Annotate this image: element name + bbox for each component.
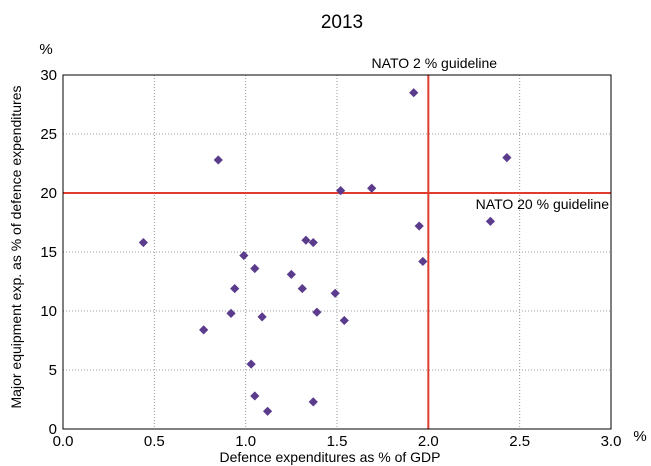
nato-2-percent-label: NATO 2 % guideline — [372, 55, 498, 71]
data-point — [312, 307, 322, 317]
data-point — [330, 288, 340, 298]
data-point — [301, 235, 311, 245]
x-tick-label: 0.0 — [53, 433, 74, 450]
data-point — [308, 237, 318, 248]
x-tick-label: 0.5 — [144, 433, 165, 450]
reference-lines: NATO 2 % guideline NATO 20 % guideline — [63, 55, 611, 429]
chart-title: 2013 — [321, 12, 363, 33]
data-point — [226, 308, 236, 318]
x-tick-label: 2.5 — [509, 433, 530, 450]
data-point — [257, 312, 267, 322]
data-point — [246, 359, 256, 369]
x-tick-label: 1.5 — [327, 433, 348, 450]
x-tick-label: 3.0 — [601, 433, 622, 450]
data-point — [409, 88, 419, 98]
data-point — [239, 250, 249, 261]
y-tick-label: 20 — [40, 185, 57, 202]
data-point — [418, 256, 428, 267]
data-point — [250, 263, 260, 274]
plot-frame — [62, 74, 612, 430]
data-point — [199, 325, 209, 335]
x-tick-label: 1.0 — [235, 433, 256, 450]
data-point — [213, 155, 223, 165]
data-point — [138, 237, 148, 248]
data-point — [502, 153, 512, 163]
data-point — [414, 221, 424, 231]
y-unit-label: % — [39, 41, 52, 58]
data-point — [250, 391, 260, 401]
data-point — [336, 186, 346, 196]
y-tick-label: 0 — [49, 421, 57, 438]
data-point — [262, 406, 273, 416]
data-point — [485, 216, 496, 226]
data-point — [286, 269, 296, 280]
y-axis-label: Major equipment exp. as % of defence exp… — [8, 86, 24, 409]
tick-layer: 0.0 0.5 1.0 1.5 2.0 2.5 3.0 0 5 10 15 20 25 30 — [40, 67, 621, 450]
x-tick-label: 2.0 — [418, 433, 439, 450]
data-point — [339, 315, 349, 326]
data-point — [308, 397, 318, 407]
y-tick-label: 10 — [40, 303, 57, 320]
grid-layer — [63, 75, 611, 429]
x-unit-label: % — [633, 428, 646, 445]
y-tick-label: 25 — [40, 126, 57, 143]
nato-20-percent-label: NATO 20 % guideline — [476, 196, 610, 212]
y-tick-label: 5 — [49, 362, 57, 379]
data-points — [138, 88, 512, 416]
x-axis-label: Defence expenditures as % of GDP — [219, 449, 440, 465]
data-point — [297, 283, 307, 294]
y-tick-label: 30 — [40, 67, 57, 84]
data-point — [230, 283, 240, 294]
y-tick-label: 15 — [40, 244, 57, 261]
data-point — [367, 183, 377, 193]
